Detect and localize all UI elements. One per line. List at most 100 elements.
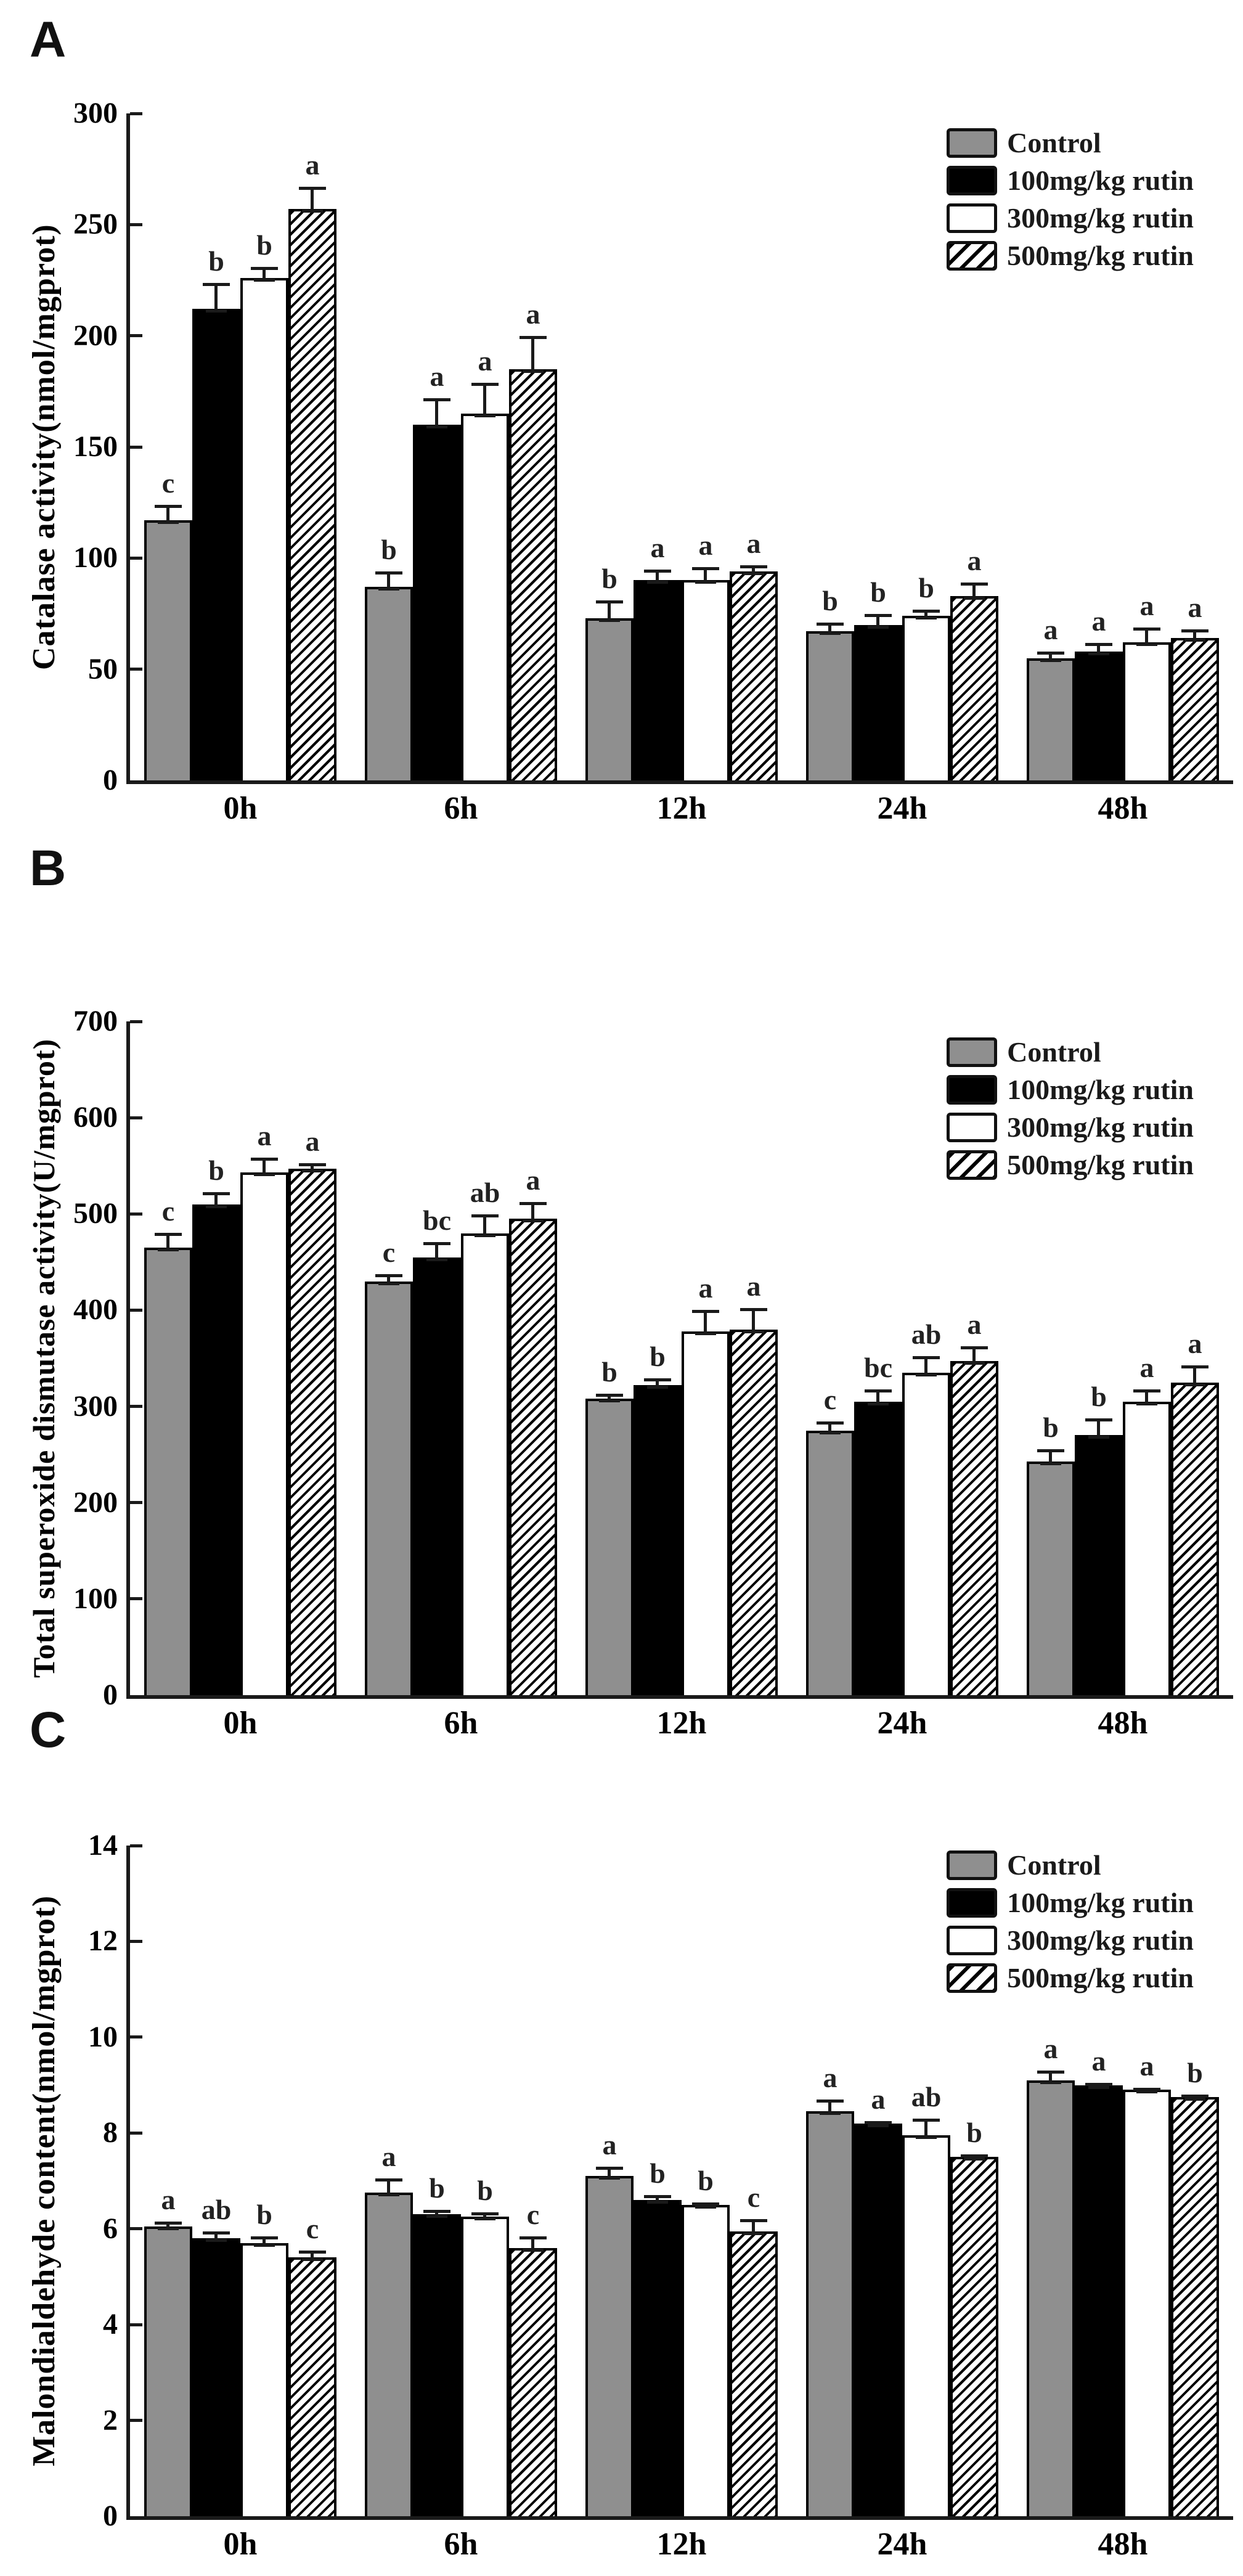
x-axis-label-24h: 24h bbox=[877, 2527, 927, 2562]
bar-control-6h: a bbox=[365, 2143, 413, 2516]
legend-swatch-hatch bbox=[947, 1150, 998, 1180]
panel-label-a: A bbox=[30, 12, 67, 68]
error-bar bbox=[692, 567, 719, 584]
y-tick-label: 100 bbox=[73, 541, 118, 574]
significance-letter: c bbox=[526, 2198, 540, 2230]
bar-300mg-kg-rutin-6h: ab bbox=[461, 1179, 509, 1695]
error-bar-capb bbox=[1040, 1462, 1061, 1465]
significance-letter: b bbox=[601, 563, 617, 595]
error-bar bbox=[155, 2222, 182, 2230]
bar-300mg-kg-rutin-48h: a bbox=[1123, 591, 1171, 780]
error-bar bbox=[299, 2250, 326, 2262]
significance-letter: a bbox=[967, 1309, 982, 1341]
error-bar-capb bbox=[868, 625, 889, 629]
error-bar-capb bbox=[302, 2258, 323, 2262]
significance-letter: a bbox=[1043, 614, 1058, 646]
bar-500mg-kg-rutin-12h: c bbox=[730, 2183, 778, 2516]
significance-letter: a bbox=[746, 527, 761, 559]
bar-500mg-kg-rutin-48h: a bbox=[1171, 594, 1219, 780]
error-bar-stem bbox=[483, 1214, 486, 1237]
error-bar-stem bbox=[263, 267, 266, 282]
significance-letter: b bbox=[381, 534, 397, 566]
error-bar bbox=[520, 2236, 547, 2252]
significance-letter: b bbox=[870, 576, 886, 608]
error-bar-capt bbox=[596, 600, 623, 604]
error-bar-capt bbox=[203, 282, 230, 286]
significance-letter: ab bbox=[470, 1177, 500, 1209]
error-bar-capt bbox=[155, 2222, 182, 2225]
error-bar-capt bbox=[692, 2202, 719, 2206]
bar-300mg-kg-rutin-12h: a bbox=[682, 531, 730, 780]
error-bar-stem bbox=[311, 2250, 314, 2262]
legend-row: 500mg/kg rutin bbox=[947, 1150, 1194, 1180]
error-bar-capt bbox=[299, 187, 326, 190]
significance-letter: b bbox=[1187, 2057, 1203, 2089]
error-bar bbox=[596, 1393, 623, 1403]
error-bar-stem bbox=[828, 2100, 831, 2116]
error-bar bbox=[1037, 652, 1064, 662]
x-axis-label-6h: 6h bbox=[444, 1706, 478, 1741]
legend-swatch-hatch bbox=[947, 241, 998, 271]
bar-100mg-kg-rutin-48h: a bbox=[1075, 2046, 1123, 2516]
error-bar-capt bbox=[644, 569, 671, 573]
error-bar bbox=[817, 1421, 844, 1434]
error-bar-capb bbox=[743, 2231, 764, 2235]
significance-letter: c bbox=[382, 1236, 396, 1268]
error-bar-stem bbox=[876, 1389, 879, 1405]
error-bar-stem bbox=[531, 1201, 534, 1223]
error-bar-capt bbox=[913, 609, 940, 613]
bar-100mg-kg-rutin-0h: ab bbox=[192, 2195, 240, 2516]
error-bar-capb bbox=[1040, 658, 1061, 662]
y-tick-label: 14 bbox=[88, 1829, 118, 1862]
bar-control-48h: b bbox=[1027, 1413, 1075, 1695]
error-bar-capb bbox=[964, 2157, 985, 2161]
error-bar-capb bbox=[158, 1248, 179, 1251]
error-bar-stem bbox=[752, 2219, 755, 2235]
bar-group-24h: a a ab b bbox=[792, 1846, 1013, 2516]
significance-letter: c bbox=[823, 1383, 837, 1415]
legend-swatch-white bbox=[947, 1926, 998, 1955]
error-bar-capt bbox=[299, 2250, 326, 2254]
error-bar-capb bbox=[426, 425, 447, 428]
error-bar bbox=[1085, 2082, 1112, 2089]
legend-row: 100mg/kg rutin bbox=[947, 1888, 1194, 1918]
significance-letter: ab bbox=[911, 2081, 942, 2113]
significance-letter: a bbox=[698, 530, 713, 562]
error-bar-capb bbox=[868, 2124, 889, 2127]
error-bar-capt bbox=[423, 2209, 450, 2213]
error-bar-stem bbox=[1049, 2071, 1052, 2084]
bar-300mg-kg-rutin-48h: a bbox=[1123, 1354, 1171, 1695]
bar-group-0h: c b a a bbox=[130, 1021, 351, 1695]
bar-300mg-kg-rutin-24h: ab bbox=[902, 1320, 950, 1695]
error-bar-stem bbox=[435, 398, 438, 428]
y-tick bbox=[130, 1020, 142, 1023]
legend-row: 300mg/kg rutin bbox=[947, 203, 1194, 233]
error-bar-stem bbox=[387, 1274, 390, 1285]
error-bar-capt bbox=[520, 336, 547, 340]
significance-letter: bc bbox=[864, 1352, 892, 1384]
error-bar-capb bbox=[599, 2177, 620, 2180]
y-tick bbox=[130, 1844, 142, 1847]
significance-letter: a bbox=[746, 1270, 761, 1302]
error-bar-capb bbox=[1136, 643, 1157, 647]
error-bar-stem bbox=[435, 1242, 438, 1261]
error-bar-stem bbox=[214, 282, 218, 313]
legend-label: Control bbox=[1007, 1849, 1101, 1881]
y-tick bbox=[130, 1308, 142, 1312]
y-tick-label: 200 bbox=[73, 1486, 118, 1519]
error-bar-capb bbox=[1136, 2090, 1157, 2094]
error-bar-stem bbox=[166, 505, 169, 525]
error-bar-stem bbox=[214, 1192, 218, 1208]
bar-500mg-kg-rutin-24h: a bbox=[950, 547, 998, 780]
error-bar-stem bbox=[1145, 1389, 1148, 1405]
bar-500mg-kg-rutin-12h: a bbox=[730, 529, 778, 780]
error-bar bbox=[740, 565, 767, 575]
error-bar-capb bbox=[695, 1331, 716, 1335]
error-bar-capt bbox=[961, 1346, 988, 1350]
bar-300mg-kg-rutin-24h: ab bbox=[902, 2083, 950, 2516]
error-bar-stem bbox=[387, 571, 390, 591]
error-bar bbox=[692, 1309, 719, 1335]
error-bar-capt bbox=[1037, 1449, 1064, 1453]
significance-letter: b bbox=[966, 2117, 982, 2149]
